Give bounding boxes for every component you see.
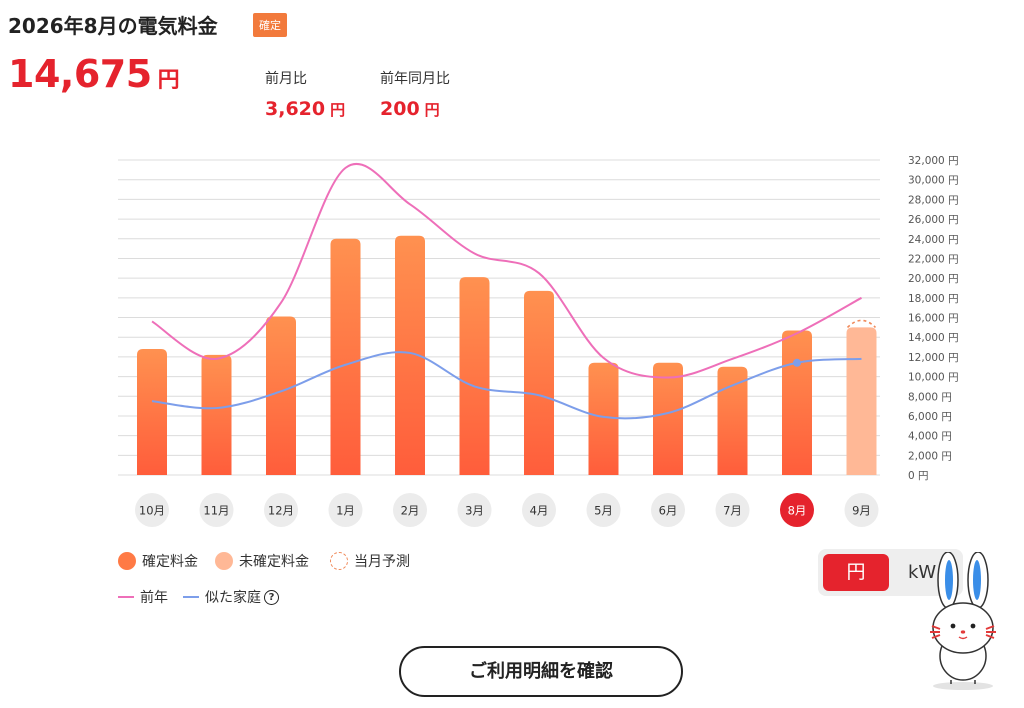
legend-forecast-label: 当月予測 [354,554,410,570]
confirmed-swatch [118,552,136,570]
total-amount-value: 14,675 [8,52,152,96]
y-tick-label: 16,000 円 [908,313,959,325]
x-tick-label: 12月 [268,504,294,518]
total-amount-unit: 円 [157,68,180,93]
unconfirmed-swatch [215,552,233,570]
confirmed-bar [330,238,361,475]
prev-year-amount: 200 円 [380,98,450,120]
y-tick-label: 32,000 円 [908,155,959,167]
x-tick-label: 4月 [530,504,549,518]
legend-unconfirmed: 未確定料金 [215,551,309,571]
x-tick-label: 7月 [723,504,742,518]
y-tick-label: 20,000 円 [908,273,959,285]
y-tick-label: 10,000 円 [908,372,959,384]
confirmed-bar [201,354,232,475]
prev-month-amount: 3,620 円 [265,98,345,120]
x-tick-label: 2月 [401,504,420,518]
month-pill [715,493,750,527]
y-tick-label: 22,000 円 [908,253,959,265]
y-tick-label: 28,000 円 [908,194,959,206]
month-pill [586,493,621,527]
prev-year-line [151,162,862,379]
forecast-swatch [330,552,348,570]
x-tick-label: 10月 [139,504,165,518]
month-pill [199,493,234,527]
similar-household-point [793,358,801,367]
x-tick-label: 11月 [203,504,229,518]
month-pill [135,493,169,527]
prev-year-label: 前年同月比 [380,71,450,87]
legend-confirmed-label: 確定料金 [142,554,198,570]
x-tick-label: 1月 [336,504,355,518]
prev-month-unit: 円 [330,101,346,119]
electricity-chart: 0 円 2,000 円 4,000 円 6,000 円 8,000 円 10,000 円 1… [118,155,959,527]
legend-prev-year-label: 前年 [140,590,168,606]
prev-year-unit: 円 [424,101,440,119]
y-tick-label: 18,000 円 [908,293,959,305]
help-icon[interactable]: ? [264,589,279,605]
y-tick-label: 8,000 円 [908,391,952,403]
prev-month-label: 前月比 [265,71,307,87]
total-amount: 14,675 円 [8,52,180,96]
confirmed-bar [588,362,619,475]
x-tick-label: 5月 [594,504,613,518]
y-tick-label: 0 円 [908,470,929,482]
y-tick-label: 2,000 円 [908,450,952,462]
forecast-marker [846,319,877,329]
confirmed-bar [459,277,490,475]
similar-household-line [151,351,862,420]
y-tick-label: 4,000 円 [908,431,952,443]
confirmed-bar [782,330,812,475]
rabbit-mascot-icon [930,552,996,690]
confirmed-bar [524,290,554,475]
y-tick-label: 12,000 円 [908,352,959,364]
legend-prev-year: 前年 [118,587,168,607]
x-tick-label: 6月 [659,504,678,518]
month-pill [457,493,492,527]
page-title: 2026年8月の電気料金 [8,14,218,38]
x-tick-label: 9月 [852,504,871,518]
legend-confirmed: 確定料金 [118,551,198,571]
legend-unconfirmed-label: 未確定料金 [239,554,309,570]
month-pill [844,493,879,527]
view-statement-button[interactable]: ご利用明細を確認 [399,646,683,697]
confirmed-bar [717,366,748,475]
legend-forecast: 当月予測 [330,551,410,571]
month-pill [393,493,427,527]
prev-month-value: 3,620 [265,98,326,120]
legend-similar: 似た家庭 ? [183,587,279,607]
y-tick-label: 26,000 円 [908,214,959,226]
status-badge: 確定 [253,13,287,37]
x-tick-label: 8月 [788,504,807,518]
similar-swatch [183,596,199,598]
yen-toggle-button[interactable]: 円 [823,554,889,591]
y-tick-label: 30,000 円 [908,175,959,187]
prev-year-value: 200 [380,98,420,120]
confirmed-bar [653,362,683,475]
month-pill [522,493,556,527]
y-tick-label: 24,000 円 [908,234,959,246]
legend-similar-label: 似た家庭 [205,590,261,606]
month-pill [651,493,685,527]
confirmed-bar [266,316,296,475]
confirmed-bar [395,235,425,475]
prev-month-comparison: 前月比 3,620 円 [265,68,345,120]
confirmed-bar [137,349,167,475]
month-pill-selected [780,493,814,527]
month-pill [328,493,363,527]
y-tick-label: 6,000 円 [908,411,952,423]
prev-year-comparison: 前年同月比 200 円 [380,68,450,120]
unconfirmed-bar [846,327,877,475]
month-pill [264,493,298,527]
kwh-toggle-button[interactable]: kW [908,562,937,583]
y-tick-label: 14,000 円 [908,332,959,344]
x-tick-label: 3月 [465,504,484,518]
prev-year-swatch [118,596,134,598]
